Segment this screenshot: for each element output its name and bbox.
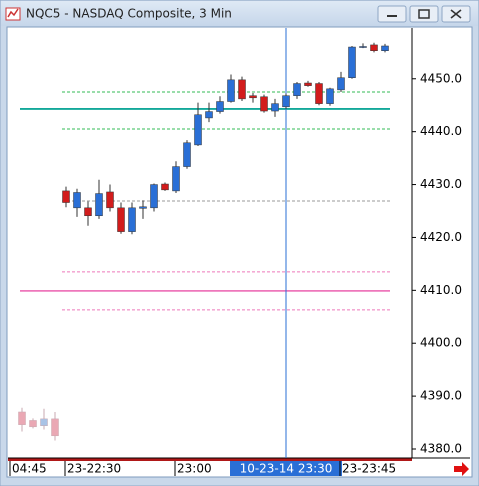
y-tick-label: 4450.0 <box>420 71 462 85</box>
candle-body <box>62 190 70 203</box>
candle-body <box>282 95 290 108</box>
y-tick-label: 4440.0 <box>420 124 462 138</box>
x-tick-label: 23:00 <box>177 462 212 476</box>
y-tick-label: 4380.0 <box>420 442 462 456</box>
y-tick-label: 4390.0 <box>420 389 462 403</box>
candle-body <box>194 114 202 146</box>
candle-body <box>18 411 26 425</box>
candle-body <box>29 420 37 428</box>
candle-body <box>51 418 59 437</box>
candle-body <box>293 83 301 96</box>
x-tick-label: 23-23:45 <box>342 462 396 476</box>
candle-body <box>172 166 180 192</box>
crosshair-label-bg <box>230 461 342 476</box>
y-tick-label: 4420.0 <box>420 230 462 244</box>
candle-body <box>161 183 169 191</box>
maximize-icon <box>418 9 430 19</box>
candle-body <box>260 96 268 112</box>
candle-body <box>227 79 235 102</box>
maximize-button[interactable] <box>409 5 439 23</box>
candle-body <box>117 207 125 232</box>
candle-body <box>73 192 81 209</box>
candle-body <box>238 79 246 100</box>
candle-body <box>304 82 312 86</box>
candle-body <box>128 207 136 232</box>
scroll-arrow[interactable] <box>454 462 469 476</box>
candle-body <box>249 95 257 99</box>
candle-body <box>84 207 92 217</box>
candle-body <box>370 44 378 51</box>
chart-title: NQC5 - NASDAQ Composite, 3 Min <box>26 7 232 21</box>
candle-body <box>381 45 389 51</box>
candle-body <box>150 184 158 209</box>
candle-body <box>205 111 213 119</box>
app-icon <box>5 7 21 21</box>
crosshair-label: 10-23-14 23:30 <box>240 462 333 476</box>
candle-body <box>315 83 323 104</box>
candle-body <box>183 142 191 167</box>
y-tick-label: 4430.0 <box>420 177 462 191</box>
candle-body <box>95 193 103 217</box>
window-buttons[interactable] <box>377 5 471 23</box>
y-tick-label: 4400.0 <box>420 336 462 350</box>
candle-body <box>216 101 224 112</box>
candle-body <box>326 88 334 104</box>
minimize-button[interactable] <box>377 5 407 23</box>
close-icon <box>450 9 462 19</box>
candle-body <box>348 46 356 78</box>
candle-body <box>139 206 147 209</box>
candle-body <box>359 46 367 48</box>
candle-body <box>271 103 279 112</box>
x-tick-label: 23-22:30 <box>67 462 121 476</box>
candle-body <box>40 418 48 426</box>
x-axis-strip <box>8 458 412 461</box>
candle-body <box>337 77 345 91</box>
chart-panel <box>6 26 473 478</box>
y-tick-label: 4410.0 <box>420 283 462 297</box>
x-tick-label: 04:45 <box>12 462 47 476</box>
candle-body <box>106 191 114 209</box>
